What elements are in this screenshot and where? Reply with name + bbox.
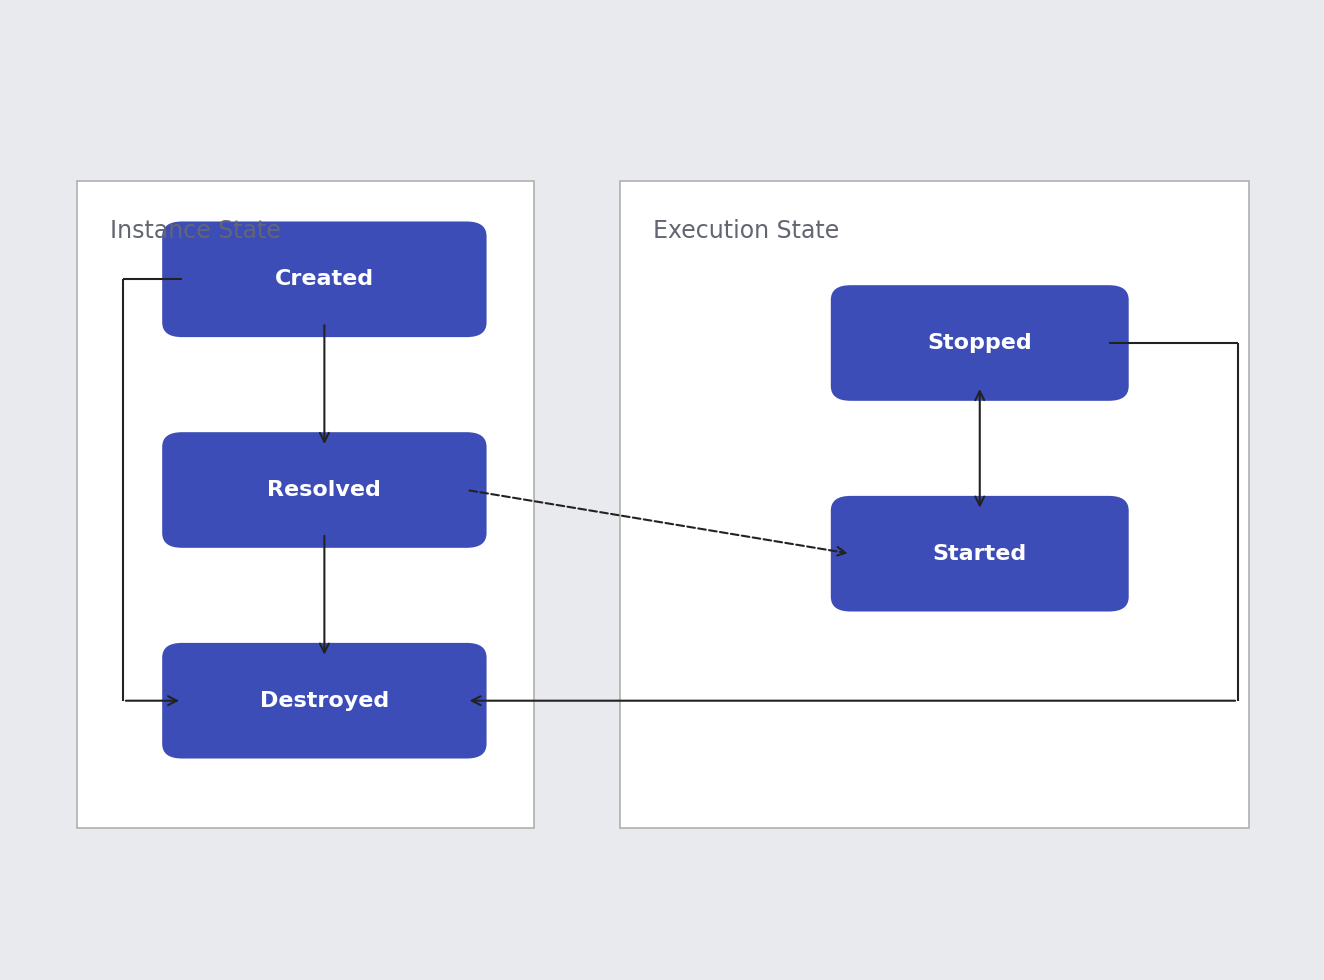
FancyBboxPatch shape bbox=[830, 285, 1128, 401]
Text: Execution State: Execution State bbox=[653, 219, 839, 242]
FancyBboxPatch shape bbox=[830, 496, 1128, 612]
FancyBboxPatch shape bbox=[162, 221, 486, 337]
Text: Destroyed: Destroyed bbox=[260, 691, 389, 710]
Text: Stopped: Stopped bbox=[927, 333, 1033, 353]
Text: Resolved: Resolved bbox=[267, 480, 381, 500]
FancyBboxPatch shape bbox=[162, 432, 486, 548]
FancyBboxPatch shape bbox=[620, 181, 1249, 828]
FancyBboxPatch shape bbox=[162, 643, 486, 759]
Text: Started: Started bbox=[932, 544, 1027, 564]
FancyBboxPatch shape bbox=[77, 181, 534, 828]
Text: Created: Created bbox=[275, 270, 373, 289]
Text: Instance State: Instance State bbox=[110, 219, 281, 242]
